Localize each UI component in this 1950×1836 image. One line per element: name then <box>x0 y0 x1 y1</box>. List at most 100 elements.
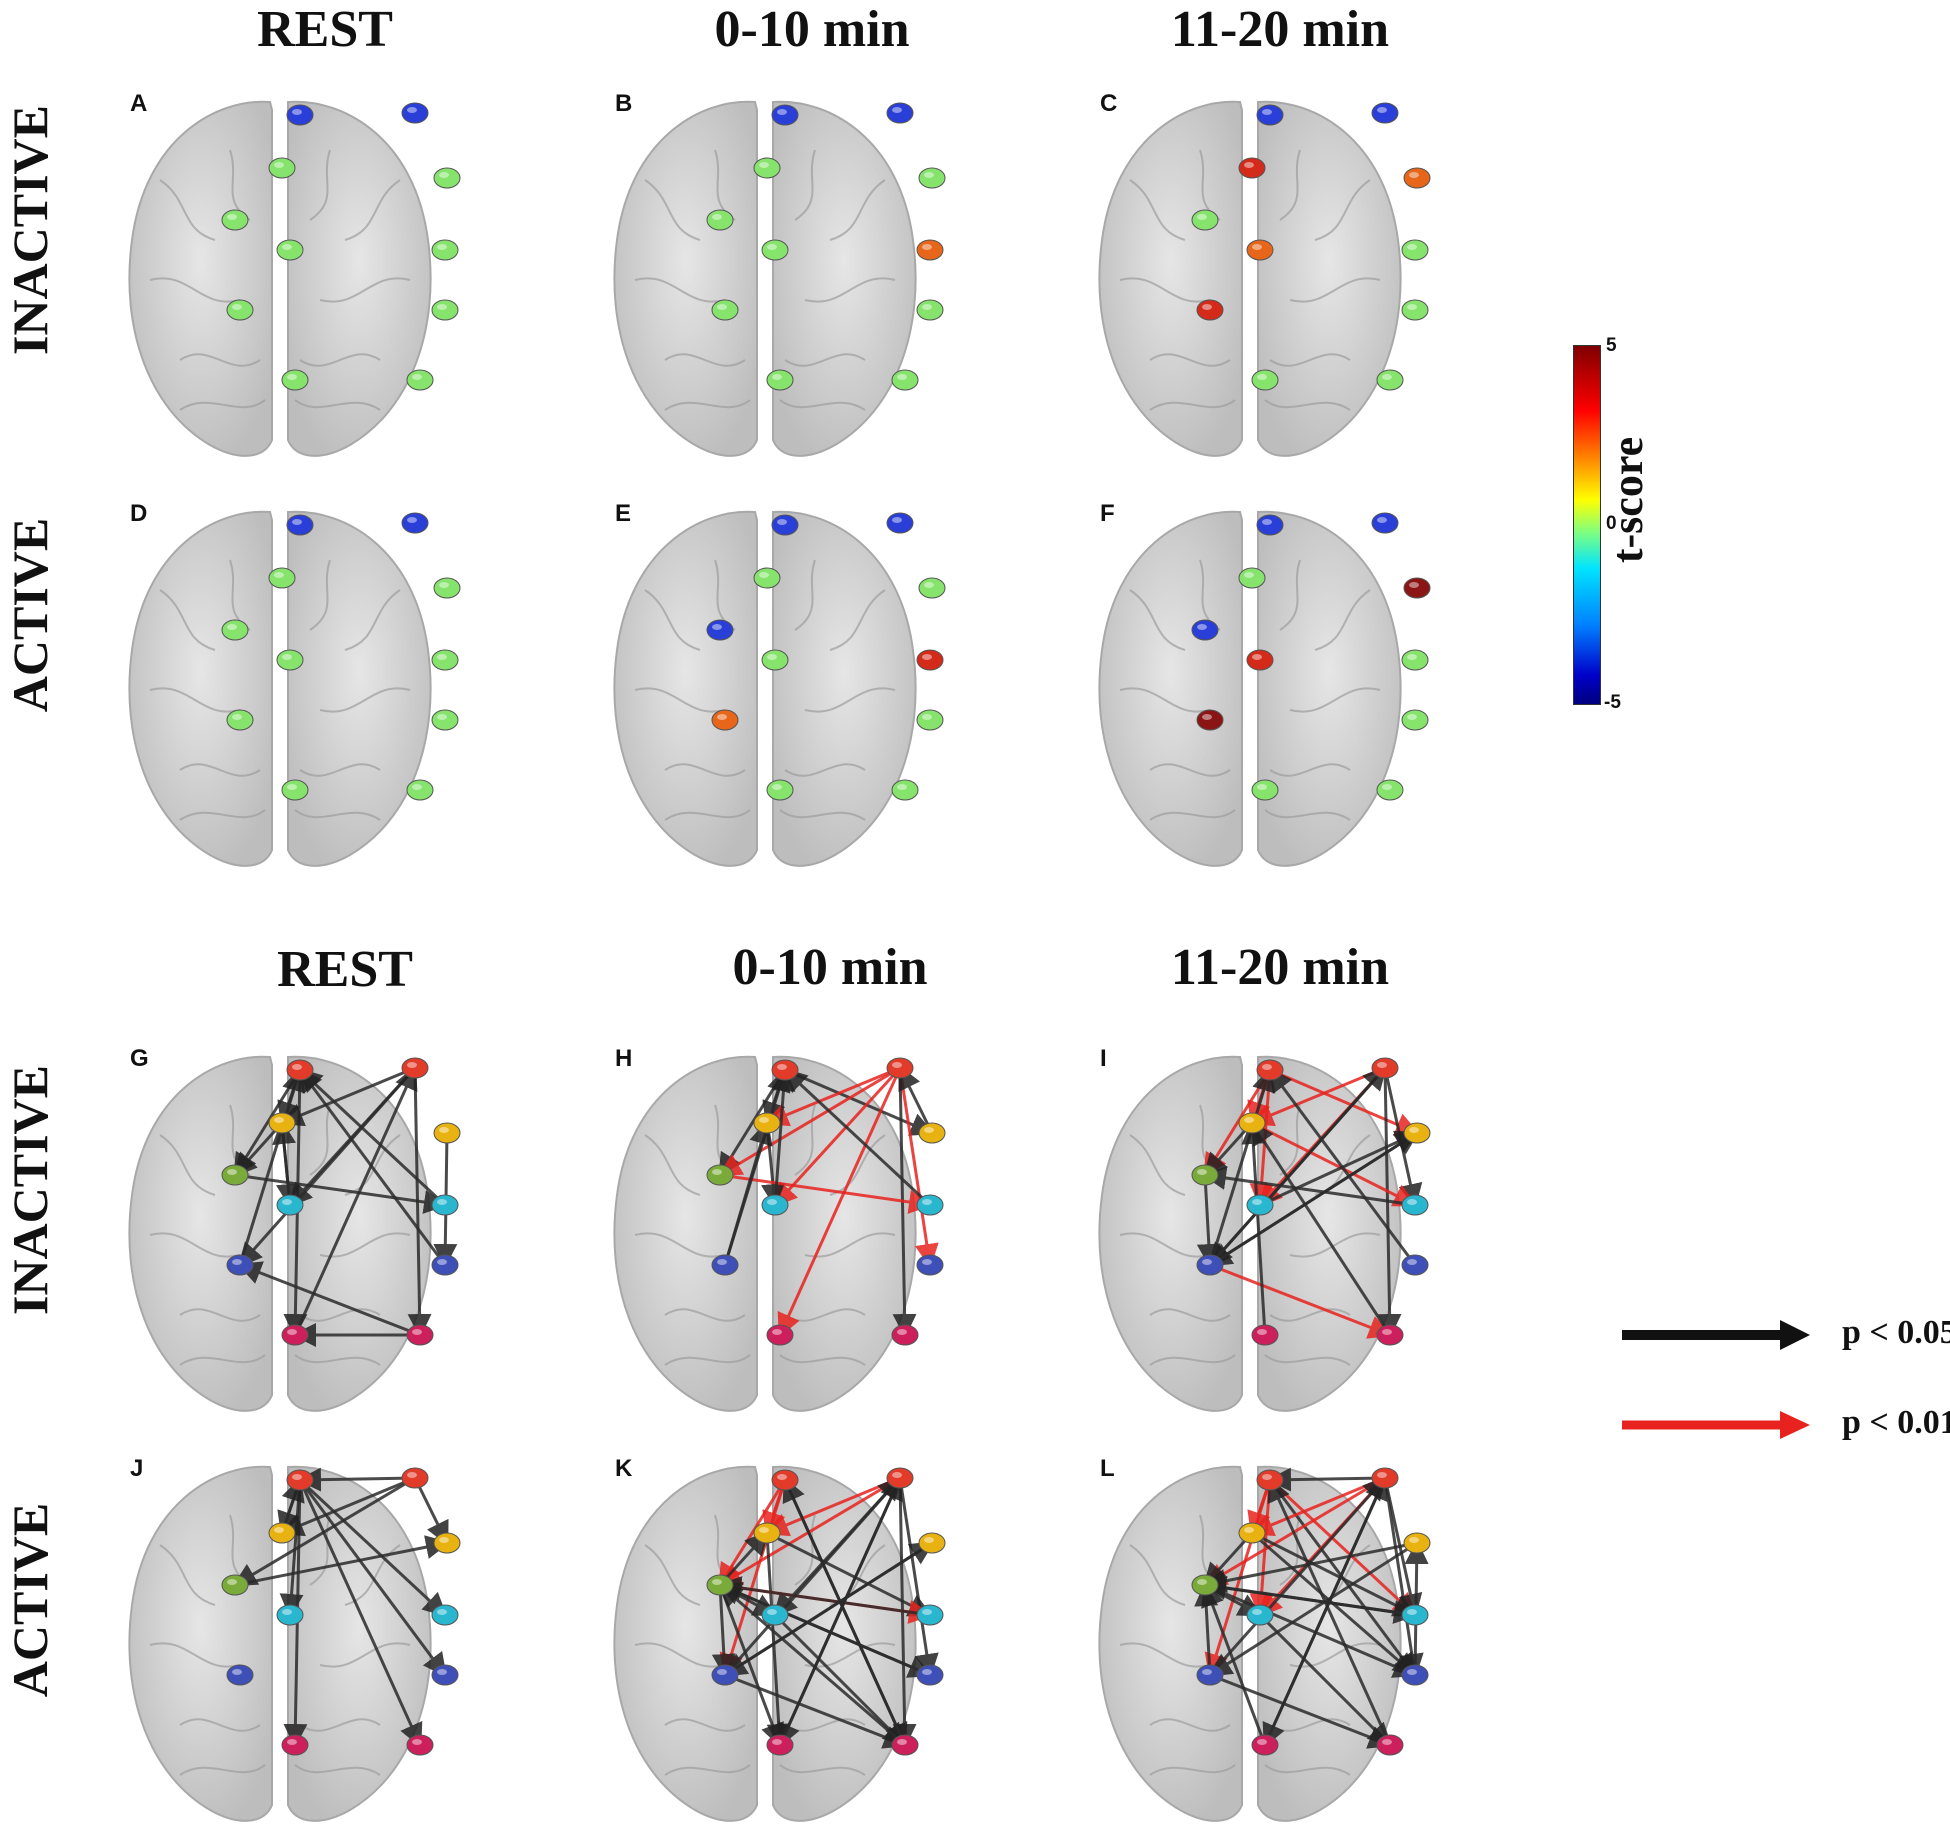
node-6 <box>431 239 459 261</box>
colorbar-tick-min: -5 <box>1604 692 1621 713</box>
panel-letter-e: E <box>615 500 632 527</box>
net-node-2 <box>753 1112 781 1134</box>
brain-outline <box>128 1055 432 1412</box>
net-node-9 <box>766 1734 794 1756</box>
node-10 <box>1376 369 1404 391</box>
edge-4 <box>298 1479 423 1748</box>
panel-e: E <box>613 500 1035 880</box>
node-10 <box>891 369 919 391</box>
net-node-0 <box>771 1059 799 1081</box>
node-8 <box>1401 299 1429 321</box>
net-node-4 <box>221 1164 249 1186</box>
node-7 <box>1196 709 1224 731</box>
node-1 <box>886 512 914 534</box>
node-9 <box>281 779 309 801</box>
panel-a: A <box>128 90 550 470</box>
edge-17 <box>293 1065 418 1336</box>
edge-19 <box>1250 1120 1392 1336</box>
net-node-10 <box>891 1324 919 1346</box>
brain-map-c <box>1098 100 1431 457</box>
node-5 <box>1246 239 1274 261</box>
net-node-10 <box>406 1734 434 1756</box>
edge-28 <box>1267 1477 1392 1746</box>
panel-letter-j: J <box>130 1455 144 1482</box>
node-7 <box>711 299 739 321</box>
edge-2 <box>1268 1478 1418 1618</box>
net-node-2 <box>268 1112 296 1134</box>
net-node-4 <box>706 1574 734 1596</box>
network-map-j <box>128 1465 461 1822</box>
edge-23 <box>724 1673 908 1749</box>
brain-outline <box>128 100 432 457</box>
net-node-0 <box>771 1469 799 1491</box>
edge-12 <box>1196 1174 1221 1268</box>
node-9 <box>1251 779 1279 801</box>
colorbar-label: t-score <box>1603 436 1652 564</box>
legend-label-p001: p < 0.01 <box>1842 1404 1950 1441</box>
node-7 <box>226 709 254 731</box>
edge-14 <box>1208 1067 1276 1266</box>
net-node-1 <box>401 1057 429 1079</box>
node-8 <box>916 299 944 321</box>
panel-letter-g: G <box>130 1045 149 1072</box>
node-1 <box>1371 512 1399 534</box>
node-8 <box>1401 709 1429 731</box>
net-node-4 <box>221 1574 249 1596</box>
edge-12 <box>238 1067 306 1266</box>
node-4 <box>706 209 734 231</box>
net-node-3 <box>433 1532 461 1554</box>
node-6 <box>916 239 944 261</box>
node-3 <box>433 577 461 599</box>
net-node-1 <box>1371 1057 1399 1079</box>
node-1 <box>1371 102 1399 124</box>
edge-15 <box>782 1067 932 1207</box>
node-6 <box>431 649 459 671</box>
edge-21 <box>1202 1576 1416 1617</box>
node-10 <box>406 369 434 391</box>
top-col-title-rest: REST <box>257 1 393 58</box>
bottom-row-title-active: ACTIVE <box>2 1502 58 1698</box>
edge-15 <box>1208 1065 1387 1266</box>
net-node-5 <box>761 1194 789 1216</box>
net-node-7 <box>226 1664 254 1686</box>
net-node-8 <box>431 1254 459 1276</box>
legend-p001: p < 0.01 <box>1620 1400 1950 1450</box>
edge-3 <box>279 1066 416 1127</box>
edge-4 <box>717 1066 901 1177</box>
edge-6 <box>898 1067 939 1268</box>
node-2 <box>1238 157 1266 179</box>
net-node-1 <box>886 1467 914 1489</box>
node-9 <box>1251 369 1279 391</box>
net-node-2 <box>1238 1112 1266 1134</box>
net-node-6 <box>431 1194 459 1216</box>
node-9 <box>766 369 794 391</box>
net-node-1 <box>886 1057 914 1079</box>
edge-18 <box>718 1584 784 1748</box>
edge-5 <box>717 1476 901 1587</box>
node-4 <box>706 619 734 641</box>
brain-map-d <box>128 510 461 867</box>
top-row-title-active: ACTIVE <box>2 517 58 713</box>
node-5 <box>761 649 789 671</box>
net-node-3 <box>433 1122 461 1144</box>
network-map-l <box>1098 1465 1431 1822</box>
edge-24 <box>1209 1673 1393 1749</box>
node-3 <box>433 167 461 189</box>
net-node-4 <box>1191 1164 1219 1186</box>
node-4 <box>221 619 249 641</box>
edge-10 <box>719 1173 933 1214</box>
edge-10 <box>234 1173 448 1214</box>
panel-i: I <box>1098 1045 1520 1425</box>
net-node-5 <box>276 1604 304 1626</box>
edge-27 <box>1201 1582 1267 1746</box>
net-node-7 <box>226 1254 254 1276</box>
node-4 <box>1191 209 1219 231</box>
top-row-title-inactive: INACTIVE <box>2 104 58 356</box>
edge-5 <box>1267 1467 1386 1492</box>
edge-11 <box>272 1120 296 1206</box>
node-3 <box>1403 577 1431 599</box>
panel-g: G <box>128 1045 550 1425</box>
edge-24 <box>717 1582 931 1677</box>
network-map-g <box>128 1055 461 1412</box>
net-node-1 <box>1371 1467 1399 1489</box>
